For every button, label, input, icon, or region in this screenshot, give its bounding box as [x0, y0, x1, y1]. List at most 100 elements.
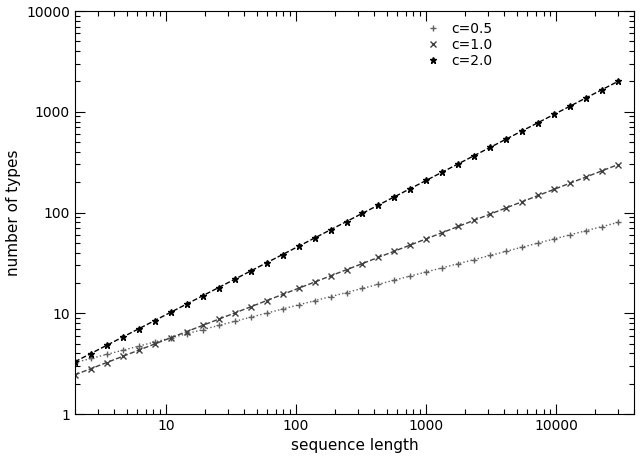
- c=2.0: [406, 186, 414, 191]
- c=0.5: [326, 294, 334, 299]
- c=2.0: [374, 202, 382, 208]
- c=1.0: [550, 186, 558, 192]
- c=1.0: [358, 261, 366, 266]
- c=1.0: [486, 211, 494, 217]
- c=1.0: [87, 366, 95, 371]
- c=1.0: [247, 304, 255, 309]
- c=2.0: [279, 252, 287, 257]
- c=0.5: [518, 244, 526, 250]
- c=2.0: [263, 260, 271, 265]
- c=1.0: [342, 267, 350, 273]
- Line: c=0.5: c=0.5: [72, 219, 621, 365]
- c=0.5: [71, 360, 79, 365]
- c=0.5: [119, 347, 127, 353]
- Line: c=1.0: c=1.0: [72, 161, 621, 378]
- c=0.5: [534, 240, 542, 246]
- c=2.0: [199, 293, 207, 298]
- c=2.0: [518, 128, 526, 134]
- c=0.5: [454, 261, 462, 266]
- c=2.0: [534, 120, 542, 125]
- c=1.0: [199, 323, 207, 328]
- c=0.5: [183, 331, 191, 336]
- c=1.0: [566, 180, 574, 186]
- c=2.0: [358, 211, 366, 216]
- c=0.5: [279, 306, 287, 312]
- c=1.0: [614, 162, 622, 167]
- c=2.0: [422, 178, 430, 183]
- c=0.5: [550, 236, 558, 241]
- Line: c=2.0: c=2.0: [72, 78, 621, 365]
- c=2.0: [598, 87, 606, 92]
- c=0.5: [310, 298, 318, 303]
- c=2.0: [342, 219, 350, 224]
- c=0.5: [470, 257, 478, 262]
- c=2.0: [502, 136, 510, 142]
- c=1.0: [310, 280, 318, 285]
- c=1.0: [231, 310, 239, 316]
- c=0.5: [215, 323, 223, 328]
- c=0.5: [374, 281, 382, 287]
- c=0.5: [406, 273, 414, 279]
- c=1.0: [263, 298, 271, 303]
- c=0.5: [438, 265, 446, 270]
- c=0.5: [247, 314, 255, 320]
- c=0.5: [358, 285, 366, 291]
- c=1.0: [119, 353, 127, 359]
- c=1.0: [438, 230, 446, 235]
- c=1.0: [103, 360, 111, 365]
- c=0.5: [167, 335, 175, 341]
- Y-axis label: number of types: number of types: [6, 149, 20, 276]
- c=0.5: [486, 252, 494, 258]
- c=1.0: [215, 316, 223, 322]
- c=2.0: [215, 285, 223, 290]
- c=0.5: [151, 339, 159, 345]
- c=2.0: [119, 334, 127, 340]
- c=2.0: [310, 235, 318, 241]
- c=0.5: [502, 248, 510, 254]
- c=2.0: [183, 301, 191, 307]
- c=2.0: [231, 276, 239, 282]
- c=1.0: [518, 199, 526, 204]
- c=1.0: [598, 168, 606, 174]
- c=2.0: [167, 309, 175, 315]
- c=2.0: [135, 326, 143, 331]
- c=0.5: [103, 352, 111, 357]
- c=2.0: [614, 78, 622, 84]
- c=2.0: [295, 244, 303, 249]
- c=1.0: [183, 329, 191, 334]
- c=1.0: [374, 255, 382, 260]
- c=1.0: [135, 347, 143, 353]
- c=2.0: [470, 153, 478, 158]
- c=0.5: [582, 228, 590, 233]
- c=0.5: [342, 290, 350, 295]
- c=2.0: [326, 227, 334, 233]
- c=2.0: [566, 103, 574, 109]
- c=2.0: [550, 112, 558, 117]
- c=2.0: [71, 359, 79, 364]
- c=1.0: [470, 218, 478, 223]
- c=0.5: [87, 356, 95, 361]
- c=1.0: [390, 248, 398, 254]
- c=1.0: [422, 236, 430, 241]
- c=2.0: [582, 95, 590, 101]
- c=0.5: [295, 302, 303, 308]
- c=2.0: [247, 268, 255, 274]
- c=1.0: [406, 242, 414, 248]
- c=0.5: [231, 319, 239, 324]
- c=1.0: [534, 193, 542, 198]
- c=1.0: [151, 341, 159, 347]
- c=2.0: [103, 342, 111, 348]
- c=0.5: [390, 277, 398, 283]
- c=2.0: [438, 169, 446, 175]
- c=0.5: [598, 224, 606, 229]
- c=0.5: [199, 327, 207, 332]
- X-axis label: sequence length: sequence length: [291, 438, 419, 453]
- c=0.5: [135, 343, 143, 349]
- c=1.0: [502, 205, 510, 211]
- c=2.0: [87, 351, 95, 356]
- c=2.0: [151, 318, 159, 323]
- c=1.0: [167, 335, 175, 341]
- c=1.0: [279, 292, 287, 297]
- c=0.5: [422, 269, 430, 274]
- c=0.5: [263, 310, 271, 316]
